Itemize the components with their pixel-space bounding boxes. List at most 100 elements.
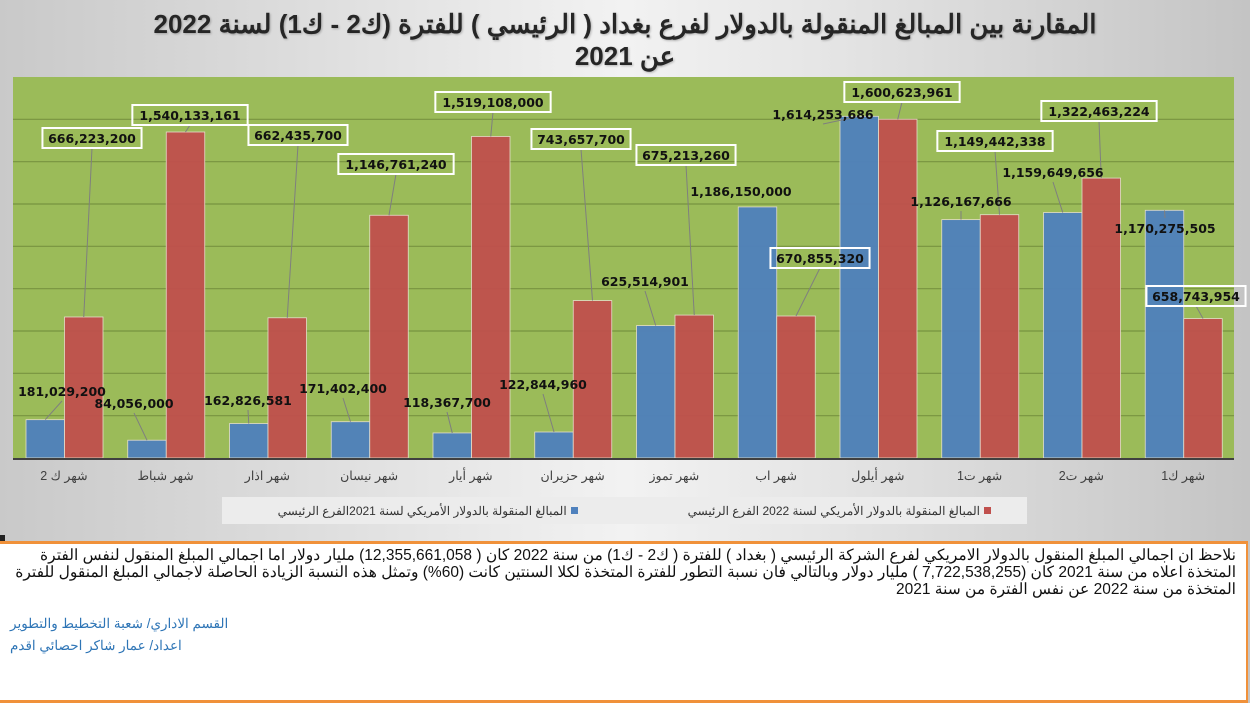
leader-line xyxy=(580,148,593,301)
x-tick-label: شهر حزيران xyxy=(540,469,604,484)
credit-department: القسم الاداري/ شعبة التخطيط والتطوير xyxy=(10,616,229,631)
data-label-2021: 1,614,253,686 xyxy=(772,107,874,122)
bar-2021 xyxy=(330,421,371,459)
bar-2022 xyxy=(776,315,816,459)
legend-swatch-2021 xyxy=(570,507,578,514)
leader-line xyxy=(446,411,453,434)
bar-2021 xyxy=(737,206,778,459)
bar-2022 xyxy=(979,214,1020,459)
data-label-box xyxy=(635,144,737,166)
leader-line xyxy=(1195,305,1204,319)
leader-line xyxy=(286,144,299,318)
bar-2022 xyxy=(471,136,511,459)
selection-handle xyxy=(0,535,5,541)
leader-line xyxy=(44,400,63,421)
data-label-2021: 162,826,581 xyxy=(204,393,292,408)
data-label-2022: 1,519,108,000 xyxy=(442,95,544,110)
x-axis-labels: شهر ك 2 شهر شباط شهر اذار شهر نيسان شهر أيار… xyxy=(40,467,1205,484)
data-label-2022: 1,149,442,338 xyxy=(944,134,1045,149)
data-label-box xyxy=(434,91,552,113)
data-label-2022: 658,743,954 xyxy=(1152,289,1240,304)
x-tick-label: شهر اذار xyxy=(244,469,290,484)
data-label-2022: 1,600,623,961 xyxy=(851,85,952,100)
leader-line xyxy=(1164,210,1166,219)
legend-label-2021: المبالغ المنقولة بالدولار الأمريكي لسنة … xyxy=(277,503,567,518)
x-tick-label: شهر شباط xyxy=(138,469,194,484)
bar-2021 xyxy=(25,419,65,459)
gridlines xyxy=(13,118,1234,417)
data-label-2022: 662,435,700 xyxy=(254,128,342,143)
bar-2021 xyxy=(941,219,981,459)
bar-2021 xyxy=(636,325,676,459)
data-label-box xyxy=(337,153,455,175)
x-tick-label: شهر ك1 xyxy=(1161,469,1205,484)
data-label-2021: 1,159,649,656 xyxy=(1002,165,1104,180)
bars xyxy=(25,115,1223,459)
x-tick-label: شهر أيار xyxy=(448,467,492,484)
data-label-box xyxy=(41,127,143,149)
bar-2021 xyxy=(432,432,472,459)
leader-line xyxy=(1098,120,1102,179)
data-label-2022: 1,540,133,161 xyxy=(139,108,240,123)
leader-line xyxy=(185,124,191,133)
data-label-2021: 181,029,200 xyxy=(18,384,106,399)
data-label-2022: 675,213,260 xyxy=(642,148,730,163)
chart-title-line1: المقارنة بين المبالغ المنقولة بالدولار ل… xyxy=(153,9,1097,39)
bar-2021 xyxy=(127,439,167,459)
data-label-2021: 1,186,150,000 xyxy=(690,184,792,199)
chart-legend: المبالغ المنقولة بالدولار الأمريكي لسنة … xyxy=(222,497,1027,524)
data-label-2021: 171,402,400 xyxy=(299,381,387,396)
bar-2021 xyxy=(1043,212,1083,459)
chart-title-line2: عن 2021 xyxy=(574,41,676,71)
data-label-2022: 1,146,761,240 xyxy=(345,157,447,172)
data-label-2021: 118,367,700 xyxy=(403,395,491,410)
x-tick-label: شهر أيلول xyxy=(851,467,904,484)
leader-line xyxy=(247,409,250,424)
data-label-2022: 743,657,700 xyxy=(537,132,625,147)
x-tick-label: شهر ت1 xyxy=(957,469,1002,484)
legend-item-2022: المبالغ المنقولة بالدولار الأمريكي لسنة … xyxy=(688,504,991,518)
bar-chart: شهر ك 2 شهر شباط شهر اذار شهر نيسان شهر أيار… xyxy=(13,77,1247,484)
data-label-box xyxy=(247,124,349,146)
bar-2021 xyxy=(534,431,574,459)
chart-title: المقارنة بين المبالغ المنقولة بالدولار ل… xyxy=(0,8,1250,72)
data-label-2021: 1,126,167,666 xyxy=(910,194,1012,209)
leader-line xyxy=(822,115,860,125)
x-tick-label: شهر نيسان xyxy=(340,469,398,484)
bar-2022 xyxy=(1183,318,1223,459)
data-label-box xyxy=(1145,285,1247,307)
x-tick-label: شهر ك 2 xyxy=(40,469,87,484)
leader-line xyxy=(685,164,695,316)
legend-label-2022: المبالغ المنقولة بالدولار الأمريكي لسنة … xyxy=(687,503,980,518)
data-label-2022: 666,223,200 xyxy=(48,131,136,146)
leader-line xyxy=(1052,181,1064,213)
leader-line xyxy=(795,267,821,317)
x-tick-label: شهر اب xyxy=(755,469,797,484)
data-label-box xyxy=(530,128,632,150)
credit-author: اعداد/ عمار شاكر احصائي اقدم xyxy=(10,638,182,653)
bar-2022 xyxy=(878,118,918,459)
leader-line xyxy=(490,111,494,137)
bar-2021 xyxy=(1144,209,1185,459)
notes-paragraph: نلاحظ ان اجمالي المبلغ المنقول بالدولار … xyxy=(15,547,1236,598)
leader-line xyxy=(644,290,657,326)
bar-2021 xyxy=(229,423,269,459)
data-label-2022: 1,322,463,224 xyxy=(1048,104,1150,119)
bar-2022 xyxy=(64,316,104,459)
leader-line xyxy=(542,393,555,433)
bar-2022 xyxy=(369,214,409,459)
leader-line xyxy=(897,101,903,120)
label-leader-lines xyxy=(44,101,1204,441)
data-label-box xyxy=(843,81,961,103)
data-label-box xyxy=(131,104,249,126)
plot-area xyxy=(13,77,1234,458)
data-label-box xyxy=(1040,100,1158,122)
bar-2022 xyxy=(1081,177,1121,459)
bar-2021 xyxy=(839,115,879,459)
data-label-box xyxy=(936,130,1054,152)
notes-textbox[interactable]: نلاحظ ان اجمالي المبلغ المنقول بالدولار … xyxy=(0,541,1248,703)
data-label-box xyxy=(769,247,871,269)
data-label-2022: 670,855,320 xyxy=(776,251,864,266)
leader-line xyxy=(133,412,148,441)
